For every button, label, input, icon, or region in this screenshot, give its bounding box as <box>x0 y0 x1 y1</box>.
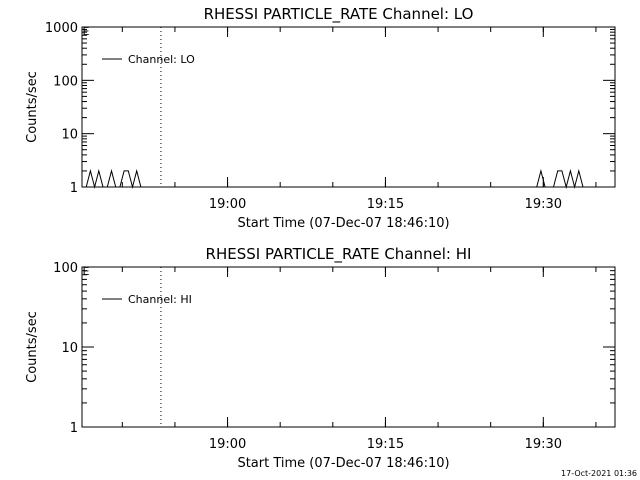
chart-title: RHESSI PARTICLE_RATE Channel: LO <box>204 5 474 24</box>
y-tick-label: 1000 <box>45 21 78 36</box>
footer-timestamp: 17-Oct-2021 01:36 <box>561 469 637 478</box>
x-tick-label: 19:00 <box>209 197 246 212</box>
x-tick-label: 19:30 <box>525 197 562 212</box>
chart-title: RHESSI PARTICLE_RATE Channel: HI <box>206 245 472 264</box>
series-line <box>82 168 142 189</box>
hi-channel-chart: RHESSI PARTICLE_RATE Channel: HI Counts/s… <box>25 245 616 471</box>
y-tick-label: 100 <box>53 261 78 276</box>
x-tick-label: 19:15 <box>367 437 404 452</box>
x-tick-label: 19:00 <box>209 437 246 452</box>
y-axis-label: Counts/sec <box>25 311 40 383</box>
x-axis-label: Start Time (07-Dec-07 18:46:10) <box>237 216 449 231</box>
legend-label: Channel: LO <box>128 53 195 66</box>
x-axis-label: Start Time (07-Dec-07 18:46:10) <box>237 456 449 471</box>
x-tick-label: 19:15 <box>367 197 404 212</box>
y-tick-label: 100 <box>53 74 78 89</box>
corner-marker-label: E <box>83 265 90 278</box>
corner-marker-label: E <box>83 25 90 38</box>
series-line <box>536 168 584 189</box>
x-tick-label: 19:30 <box>525 437 562 452</box>
y-tick-label: 1 <box>70 421 78 436</box>
y-tick-label: 10 <box>61 341 78 356</box>
y-axis-label: Counts/sec <box>25 71 40 143</box>
y-tick-label: 10 <box>61 128 78 143</box>
plot-frame <box>81 26 616 188</box>
y-tick-label: 1 <box>70 181 78 196</box>
plot-frame <box>81 266 616 428</box>
legend-label: Channel: HI <box>128 293 192 306</box>
lo-channel-chart: RHESSI PARTICLE_RATE Channel: LO Counts/s… <box>25 5 616 231</box>
